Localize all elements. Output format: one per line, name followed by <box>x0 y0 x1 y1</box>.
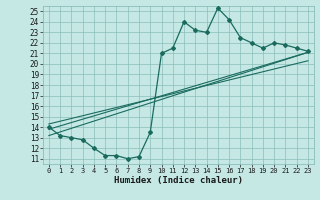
X-axis label: Humidex (Indice chaleur): Humidex (Indice chaleur) <box>114 176 243 185</box>
